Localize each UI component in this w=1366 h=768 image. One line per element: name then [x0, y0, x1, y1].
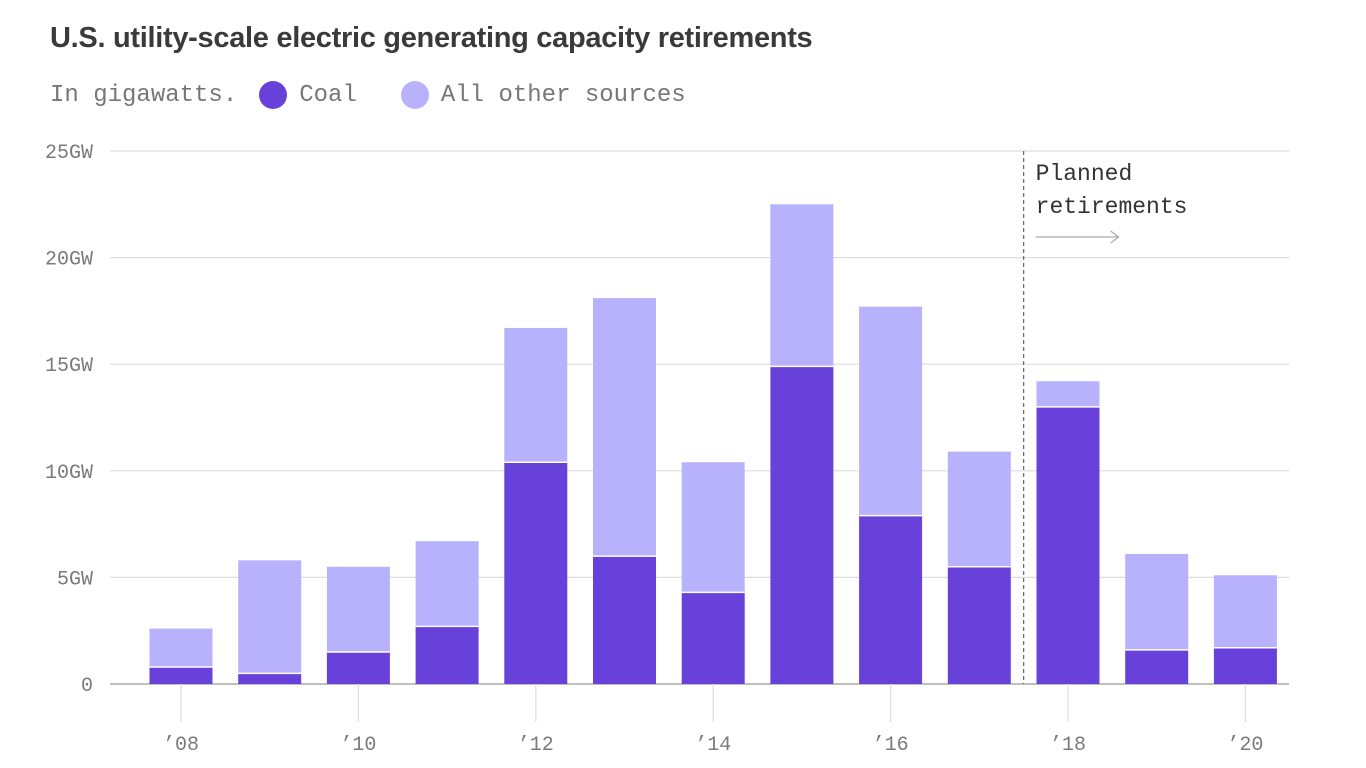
bar-other: [947, 451, 1011, 567]
annotation-text: Planned: [1036, 161, 1133, 187]
bar-coal: [326, 652, 390, 684]
bar-other: [415, 541, 479, 627]
x-tick-label: ’10: [340, 734, 376, 757]
legend-item-coal: Coal: [259, 81, 357, 109]
bar-other: [770, 204, 834, 367]
bar-coal: [593, 556, 656, 684]
legend-label-coal: Coal: [299, 81, 357, 109]
annotation-text: retirements: [1036, 194, 1188, 220]
bar-coal: [859, 515, 923, 684]
y-tick-label: 25GW: [45, 142, 93, 165]
x-tick-label: ’12: [518, 734, 554, 757]
y-tick-label: 10GW: [45, 462, 93, 485]
legend: In gigawatts. Coal All other sources: [50, 78, 686, 112]
legend-label-other: All other sources: [440, 81, 686, 109]
bar-other: [681, 462, 745, 593]
bar-coal: [681, 592, 745, 684]
bar-coal: [415, 626, 479, 684]
x-tick-label: ’16: [873, 734, 909, 757]
bar-other: [1036, 381, 1100, 407]
bar-other: [1125, 553, 1189, 650]
bar-other: [326, 566, 390, 653]
x-tick-label: ’18: [1050, 734, 1086, 757]
bar-coal: [1125, 649, 1189, 684]
subtitle: In gigawatts.: [50, 81, 238, 109]
bar-other: [504, 327, 568, 463]
y-tick-label: 5GW: [57, 568, 93, 591]
bar-coal: [1213, 647, 1277, 684]
bar-coal: [947, 566, 1011, 684]
legend-swatch-coal: [259, 81, 288, 109]
arrow-right-icon: [1110, 230, 1120, 244]
legend-item-other: All other sources: [400, 81, 686, 109]
bar-coal: [504, 462, 568, 684]
x-tick-label: ’20: [1227, 734, 1263, 757]
legend-swatch-other: [400, 81, 429, 109]
y-tick-label: 0: [81, 675, 93, 698]
bar-coal: [149, 666, 213, 684]
x-tick-label: ’14: [695, 734, 731, 757]
x-tick-label: ’08: [163, 734, 199, 757]
chart-title: U.S. utility-scale electric generating c…: [50, 22, 813, 54]
bar-coal: [238, 673, 302, 684]
y-tick-label: 15GW: [45, 355, 93, 378]
bar-other: [149, 628, 213, 667]
bar-other: [238, 560, 302, 674]
bar-coal: [1036, 406, 1100, 684]
bar-coal: [770, 366, 834, 684]
bar-other: [859, 306, 923, 516]
bar-other: [1213, 575, 1277, 648]
bar-other: [593, 298, 656, 557]
y-tick-label: 20GW: [45, 249, 93, 272]
